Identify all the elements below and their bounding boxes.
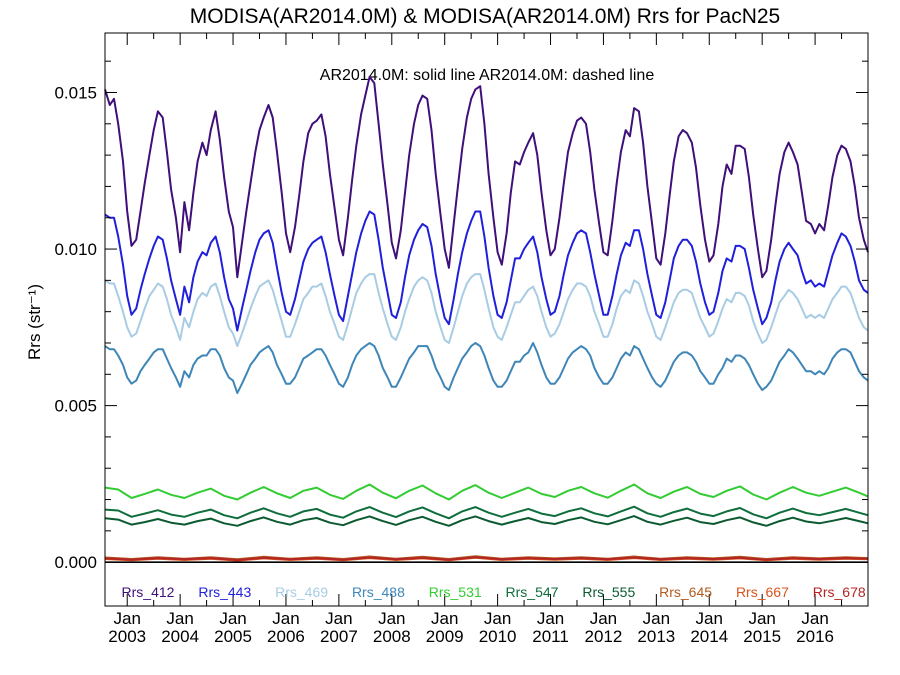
legend-entry-rrs-667: Rrs_667 [736, 584, 789, 600]
series-line-rrs-412 [104, 75, 869, 279]
axes-layer: 0.0000.0050.0100.015Jan2003Jan2004Jan200… [54, 33, 868, 646]
x-tick-label-year: 2016 [796, 627, 834, 646]
x-tick-label-month: Jan [431, 609, 458, 628]
legend: Rrs_412 Rrs_443 Rrs_469 Rrs_488 Rrs_531 Rrs_5… [122, 584, 866, 600]
x-tick-label-month: Jan [114, 609, 141, 628]
x-tick-label-month: Jan [537, 609, 564, 628]
legend-entry-rrs-555: Rrs_555 [582, 584, 635, 600]
series-line-rrs-547 [104, 505, 869, 520]
legend-entry-rrs-645: Rrs_645 [659, 584, 712, 600]
x-tick-label-month: Jan [484, 609, 511, 628]
series-line-rrs-531 [104, 483, 869, 501]
x-tick-label-year: 2009 [426, 627, 464, 646]
y-axis-label: Rrs (str⁻¹) [25, 284, 44, 360]
x-tick-label-month: Jan [748, 609, 775, 628]
y-tick-label: 0.000 [54, 553, 97, 572]
y-tick-label: 0.015 [54, 83, 97, 102]
x-tick-label-month: Jan [590, 609, 617, 628]
series-line-rrs-678 [104, 556, 869, 561]
x-tick-label-year: 2005 [214, 627, 252, 646]
x-tick-label-month: Jan [219, 609, 246, 628]
x-tick-label-year: 2007 [320, 627, 358, 646]
legend-entry-rrs-547: Rrs_547 [506, 584, 559, 600]
x-tick-label-month: Jan [325, 609, 352, 628]
x-tick-label-month: Jan [378, 609, 405, 628]
series-layer [104, 75, 869, 562]
x-tick-label-year: 2011 [532, 627, 569, 646]
legend-entry-rrs-469: Rrs_469 [275, 584, 328, 600]
x-tick-label-month: Jan [801, 609, 828, 628]
series-line-rrs-488 [104, 342, 869, 395]
x-tick-label-year: 2014 [690, 627, 728, 646]
series-line-rrs-469 [104, 273, 869, 348]
x-tick-label-year: 2008 [373, 627, 411, 646]
plot-frame [104, 32, 869, 607]
legend-entry-rrs-678: Rrs_678 [813, 584, 866, 600]
legend-entry-rrs-443: Rrs_443 [198, 584, 251, 600]
x-tick-label-year: 2010 [479, 627, 517, 646]
x-tick-label-year: 2006 [267, 627, 305, 646]
chart-title: MODISA(AR2014.0M) & MODISA(AR2014.0M) Rr… [190, 5, 781, 28]
x-tick-label-month: Jan [272, 609, 299, 628]
x-tick-label-month: Jan [643, 609, 670, 628]
x-tick-label-year: 2015 [743, 627, 781, 646]
legend-entry-rrs-531: Rrs_531 [429, 584, 482, 600]
legend-entry-rrs-488: Rrs_488 [352, 584, 405, 600]
series-line-rrs-555 [104, 515, 869, 527]
legend-entry-rrs-412: Rrs_412 [122, 584, 175, 600]
x-tick-label-year: 2013 [637, 627, 675, 646]
y-tick-label: 0.010 [54, 240, 97, 259]
x-tick-label-year: 2004 [161, 627, 199, 646]
x-tick-label-month: Jan [696, 609, 723, 628]
x-tick-label-year: 2003 [108, 627, 146, 646]
chart-note: AR2014.0M: solid line AR2014.0M: dashed … [320, 67, 655, 84]
y-tick-label: 0.005 [54, 397, 97, 416]
x-tick-label-month: Jan [166, 609, 193, 628]
series-line-rrs-443 [104, 210, 869, 332]
x-tick-label-year: 2012 [585, 627, 623, 646]
